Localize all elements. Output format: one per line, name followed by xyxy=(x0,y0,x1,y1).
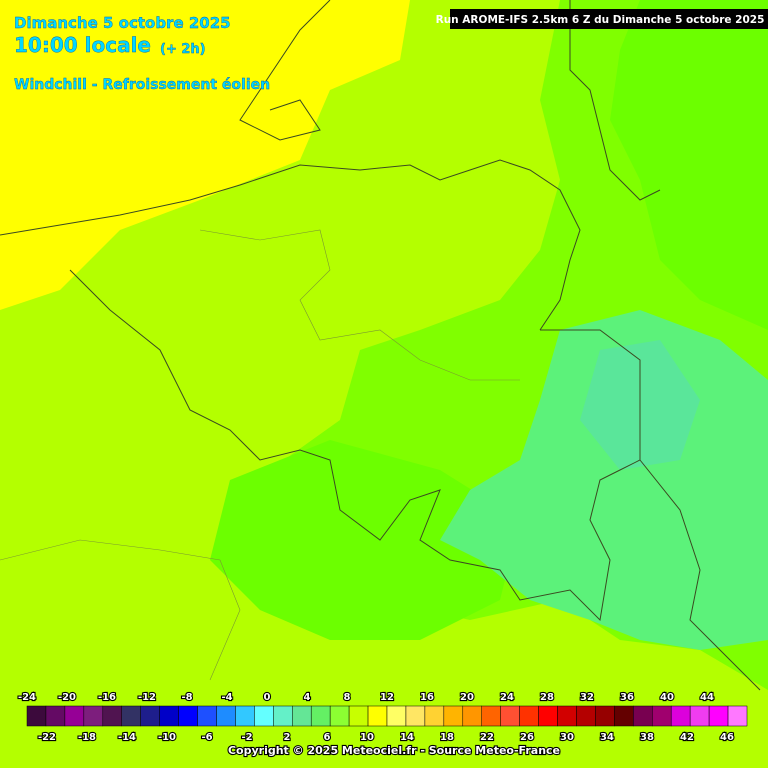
legend-cell xyxy=(689,705,710,727)
legend-cell xyxy=(235,705,255,727)
border xyxy=(639,459,761,691)
legend-label: 16 xyxy=(420,692,434,703)
legend-cell xyxy=(367,705,388,727)
legend-label: 30 xyxy=(560,732,574,743)
run-info: Run AROME-IFS 2.5km 6 Z du Dimanche 5 oc… xyxy=(436,14,765,26)
legend-cell xyxy=(462,705,482,727)
legend-label: -14 xyxy=(118,732,136,743)
coast xyxy=(239,0,331,141)
legend-label: 36 xyxy=(620,692,634,703)
legend-label: -12 xyxy=(138,692,156,703)
region-line xyxy=(199,229,520,381)
green-area xyxy=(610,0,768,330)
legend-label: -18 xyxy=(78,732,96,743)
legend-label: 42 xyxy=(680,732,694,743)
run-box xyxy=(450,9,768,29)
legend-label: 24 xyxy=(500,692,514,703)
legend-label: 12 xyxy=(380,692,394,703)
legend-label: 2 xyxy=(284,732,291,743)
legend-label: -10 xyxy=(158,732,176,743)
legend-label: 26 xyxy=(520,732,534,743)
legend-label: 46 xyxy=(720,732,734,743)
legend-cell xyxy=(197,705,217,727)
legend-cell xyxy=(670,705,691,727)
legend-cell xyxy=(83,705,104,727)
legend-cell xyxy=(557,705,577,727)
legend-cell xyxy=(405,705,426,727)
legend-label: 38 xyxy=(640,732,654,743)
copyright: Copyright © 2025 Meteociel.fr - Source M… xyxy=(228,744,560,757)
legend-cell xyxy=(708,705,729,727)
legend-cell xyxy=(727,705,748,727)
legend-label: -4 xyxy=(221,692,232,703)
legend-label: 10 xyxy=(360,732,374,743)
parameter-title: Windchill - Refroissement éolien xyxy=(14,77,270,93)
legend-label: 0 xyxy=(264,692,271,703)
legend-label: -16 xyxy=(98,692,116,703)
legend-label: 22 xyxy=(480,732,494,743)
legend-label: 6 xyxy=(324,732,331,743)
date-title: Dimanche 5 octobre 2025 xyxy=(14,14,231,32)
border xyxy=(69,269,641,622)
legend-cell xyxy=(254,705,274,727)
legend-cell xyxy=(443,705,464,727)
legend-cell xyxy=(102,705,122,727)
legend-label: 34 xyxy=(600,732,614,743)
legend-cell xyxy=(159,705,179,727)
legend-cell xyxy=(386,705,407,727)
legend-label: 8 xyxy=(344,692,351,703)
legend-cell xyxy=(481,705,501,727)
legend-label: -8 xyxy=(181,692,192,703)
legend-cell xyxy=(519,705,539,727)
time-title: 10:00 locale xyxy=(14,33,151,57)
legend-label: 4 xyxy=(304,692,311,703)
legend-label: -20 xyxy=(58,692,76,703)
legend-cell xyxy=(178,705,198,727)
legend-cell xyxy=(216,705,236,727)
legend-cell xyxy=(576,705,596,727)
legend-cell xyxy=(140,705,160,727)
region-line xyxy=(0,539,241,681)
legend-cell xyxy=(500,705,520,727)
legend-label: -2 xyxy=(241,732,252,743)
legend-label: 20 xyxy=(460,692,474,703)
border xyxy=(0,159,581,331)
legend-cell xyxy=(538,705,558,727)
legend-cell xyxy=(614,705,634,727)
legend-label: 44 xyxy=(700,692,714,703)
legend-label: 28 xyxy=(540,692,554,703)
legend-cell xyxy=(652,705,672,727)
legend: -24 -20 -16 -12 -8 -4 0 4 8 12 16 20 24 28 32 36 40 44-22… xyxy=(17,691,748,744)
legend-cell xyxy=(292,705,312,727)
legend-cell xyxy=(26,705,47,727)
legend-cell xyxy=(273,705,293,727)
legend-cell xyxy=(424,705,445,727)
legend-label: 32 xyxy=(580,692,594,703)
legend-cell xyxy=(64,705,85,727)
time-offset: (+ 2h) xyxy=(160,42,206,57)
legend-cell xyxy=(595,705,615,727)
legend-cell xyxy=(121,705,141,727)
legend-label: 40 xyxy=(660,692,674,703)
legend-label: 18 xyxy=(440,732,454,743)
legend-cell xyxy=(329,705,350,727)
legend-cell xyxy=(45,705,66,727)
legend-cell xyxy=(348,705,369,727)
border xyxy=(569,0,661,201)
legend-label: 14 xyxy=(400,732,414,743)
green-area xyxy=(210,440,520,640)
legend-label: -24 xyxy=(18,692,36,703)
legend-label: -6 xyxy=(201,732,212,743)
legend-cell xyxy=(633,705,653,727)
legend-label: -22 xyxy=(38,732,56,743)
legend-cell xyxy=(310,705,331,727)
